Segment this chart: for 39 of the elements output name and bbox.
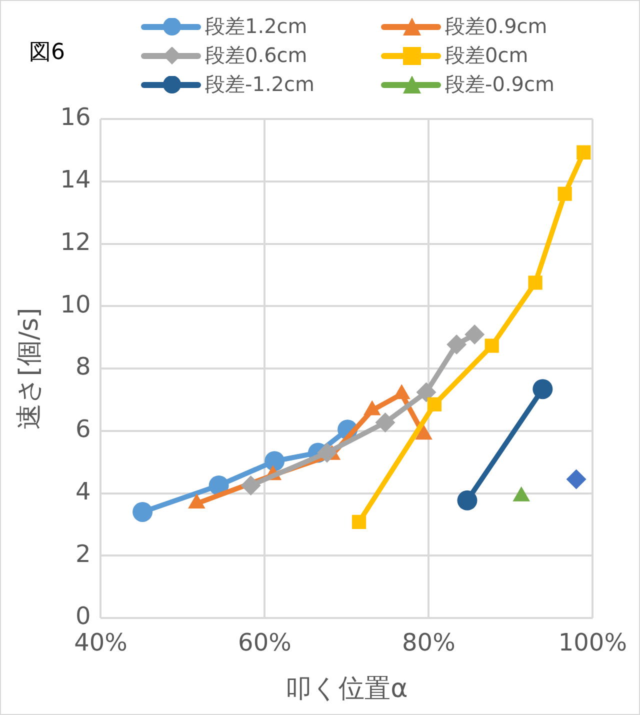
point	[484, 338, 499, 353]
y-tick-label: 14	[60, 166, 91, 194]
legend-label: 段差-0.9cm	[445, 71, 555, 98]
y-tick-label: 16	[60, 103, 91, 132]
y-tick-label: 10	[60, 290, 91, 318]
point	[528, 276, 542, 290]
point	[457, 490, 478, 510]
legend-label: 段差1.2cm	[205, 13, 308, 40]
point	[375, 412, 396, 432]
y-axis-title: 速さ[個/s]	[14, 308, 44, 430]
x-axis-title: 叩く位置α	[286, 674, 408, 704]
legend-label: 段差0.9cm	[445, 13, 548, 40]
y-tick-label: 12	[60, 228, 91, 256]
legend-label: 段差0cm	[445, 42, 528, 69]
x-tick-label: 40%	[74, 628, 128, 657]
point	[416, 382, 436, 402]
point	[352, 514, 366, 530]
point	[240, 475, 261, 496]
legend-label: 段差0.6cm	[205, 42, 308, 69]
point	[446, 334, 467, 354]
x-tick-label: 60%	[238, 628, 292, 657]
x-tick-label: 100%	[558, 628, 628, 657]
x-tick-label: 80%	[402, 628, 456, 657]
point	[427, 397, 442, 412]
chart-title: 図6	[29, 39, 65, 67]
y-tick-label: 8	[75, 352, 91, 381]
legend-label: 段差-1.2cm	[205, 71, 315, 98]
y-tick-label: 2	[75, 540, 91, 568]
y-tick-label: 0	[75, 602, 91, 630]
point	[576, 145, 591, 160]
point	[317, 442, 338, 463]
y-tick-label: 4	[75, 477, 91, 506]
point	[532, 379, 553, 400]
point	[558, 186, 572, 201]
y-tick-label: 6	[75, 415, 91, 444]
point	[464, 324, 485, 345]
point	[264, 451, 285, 472]
point	[566, 469, 586, 490]
point	[132, 502, 153, 522]
